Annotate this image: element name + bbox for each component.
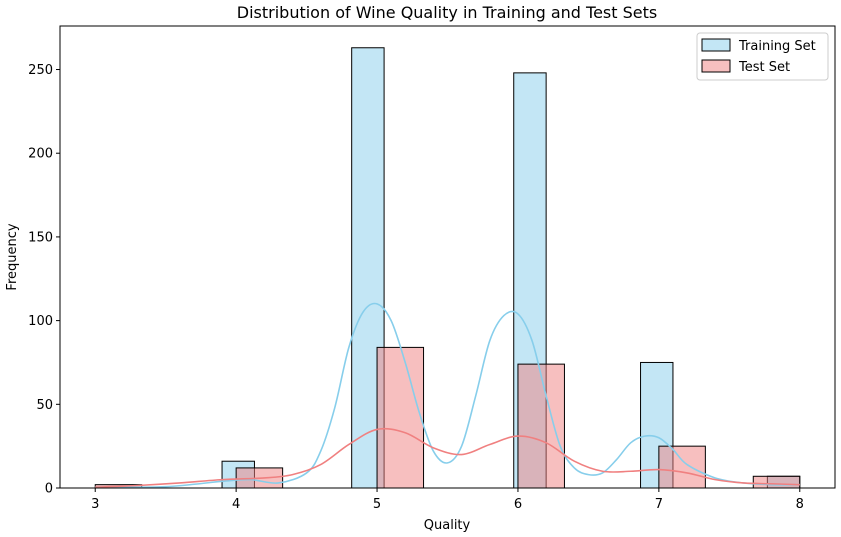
x-tick-label-5: 8 [796, 497, 804, 512]
y-tick-label-5: 250 [28, 63, 53, 78]
x-tick-label-0: 3 [91, 497, 99, 512]
y-tick-label-0: 0 [45, 482, 53, 497]
legend-label-test: Test Set [738, 60, 790, 75]
x-tick-label-4: 7 [655, 497, 663, 512]
test-bar-2 [376, 346, 425, 489]
training-kde-line [95, 302, 800, 489]
y-axis-ticks: 0 50 100 150 200 250 [28, 63, 60, 497]
chart-title: Distribution of Wine Quality in Training… [237, 3, 657, 22]
test-bar-3 [517, 363, 565, 489]
legend-swatch-training [701, 38, 731, 52]
training-bars [221, 47, 801, 489]
test-bars [94, 346, 801, 489]
legend: Training Set Test Set [696, 32, 829, 81]
y-tick-label-3: 150 [28, 230, 53, 245]
plot-frame [59, 25, 836, 489]
y-tick-label-1: 50 [36, 398, 53, 413]
test-bar-5 [752, 475, 801, 489]
test-bar-4 [658, 445, 706, 489]
x-tick-label-1: 4 [232, 497, 240, 512]
legend-swatch-test [701, 59, 731, 73]
x-tick-label-2: 5 [373, 497, 381, 512]
legend-label-training: Training Set [738, 39, 816, 54]
x-axis-label: Quality [424, 518, 471, 533]
y-axis-label: Frequency [5, 223, 20, 290]
y-tick-label-2: 100 [28, 314, 53, 329]
x-axis-ticks: 3 4 5 6 7 8 [91, 488, 804, 512]
kde-curves [95, 302, 800, 489]
y-tick-label-4: 200 [28, 147, 53, 162]
test-kde-line [95, 427, 800, 488]
x-tick-label-3: 6 [514, 497, 522, 512]
